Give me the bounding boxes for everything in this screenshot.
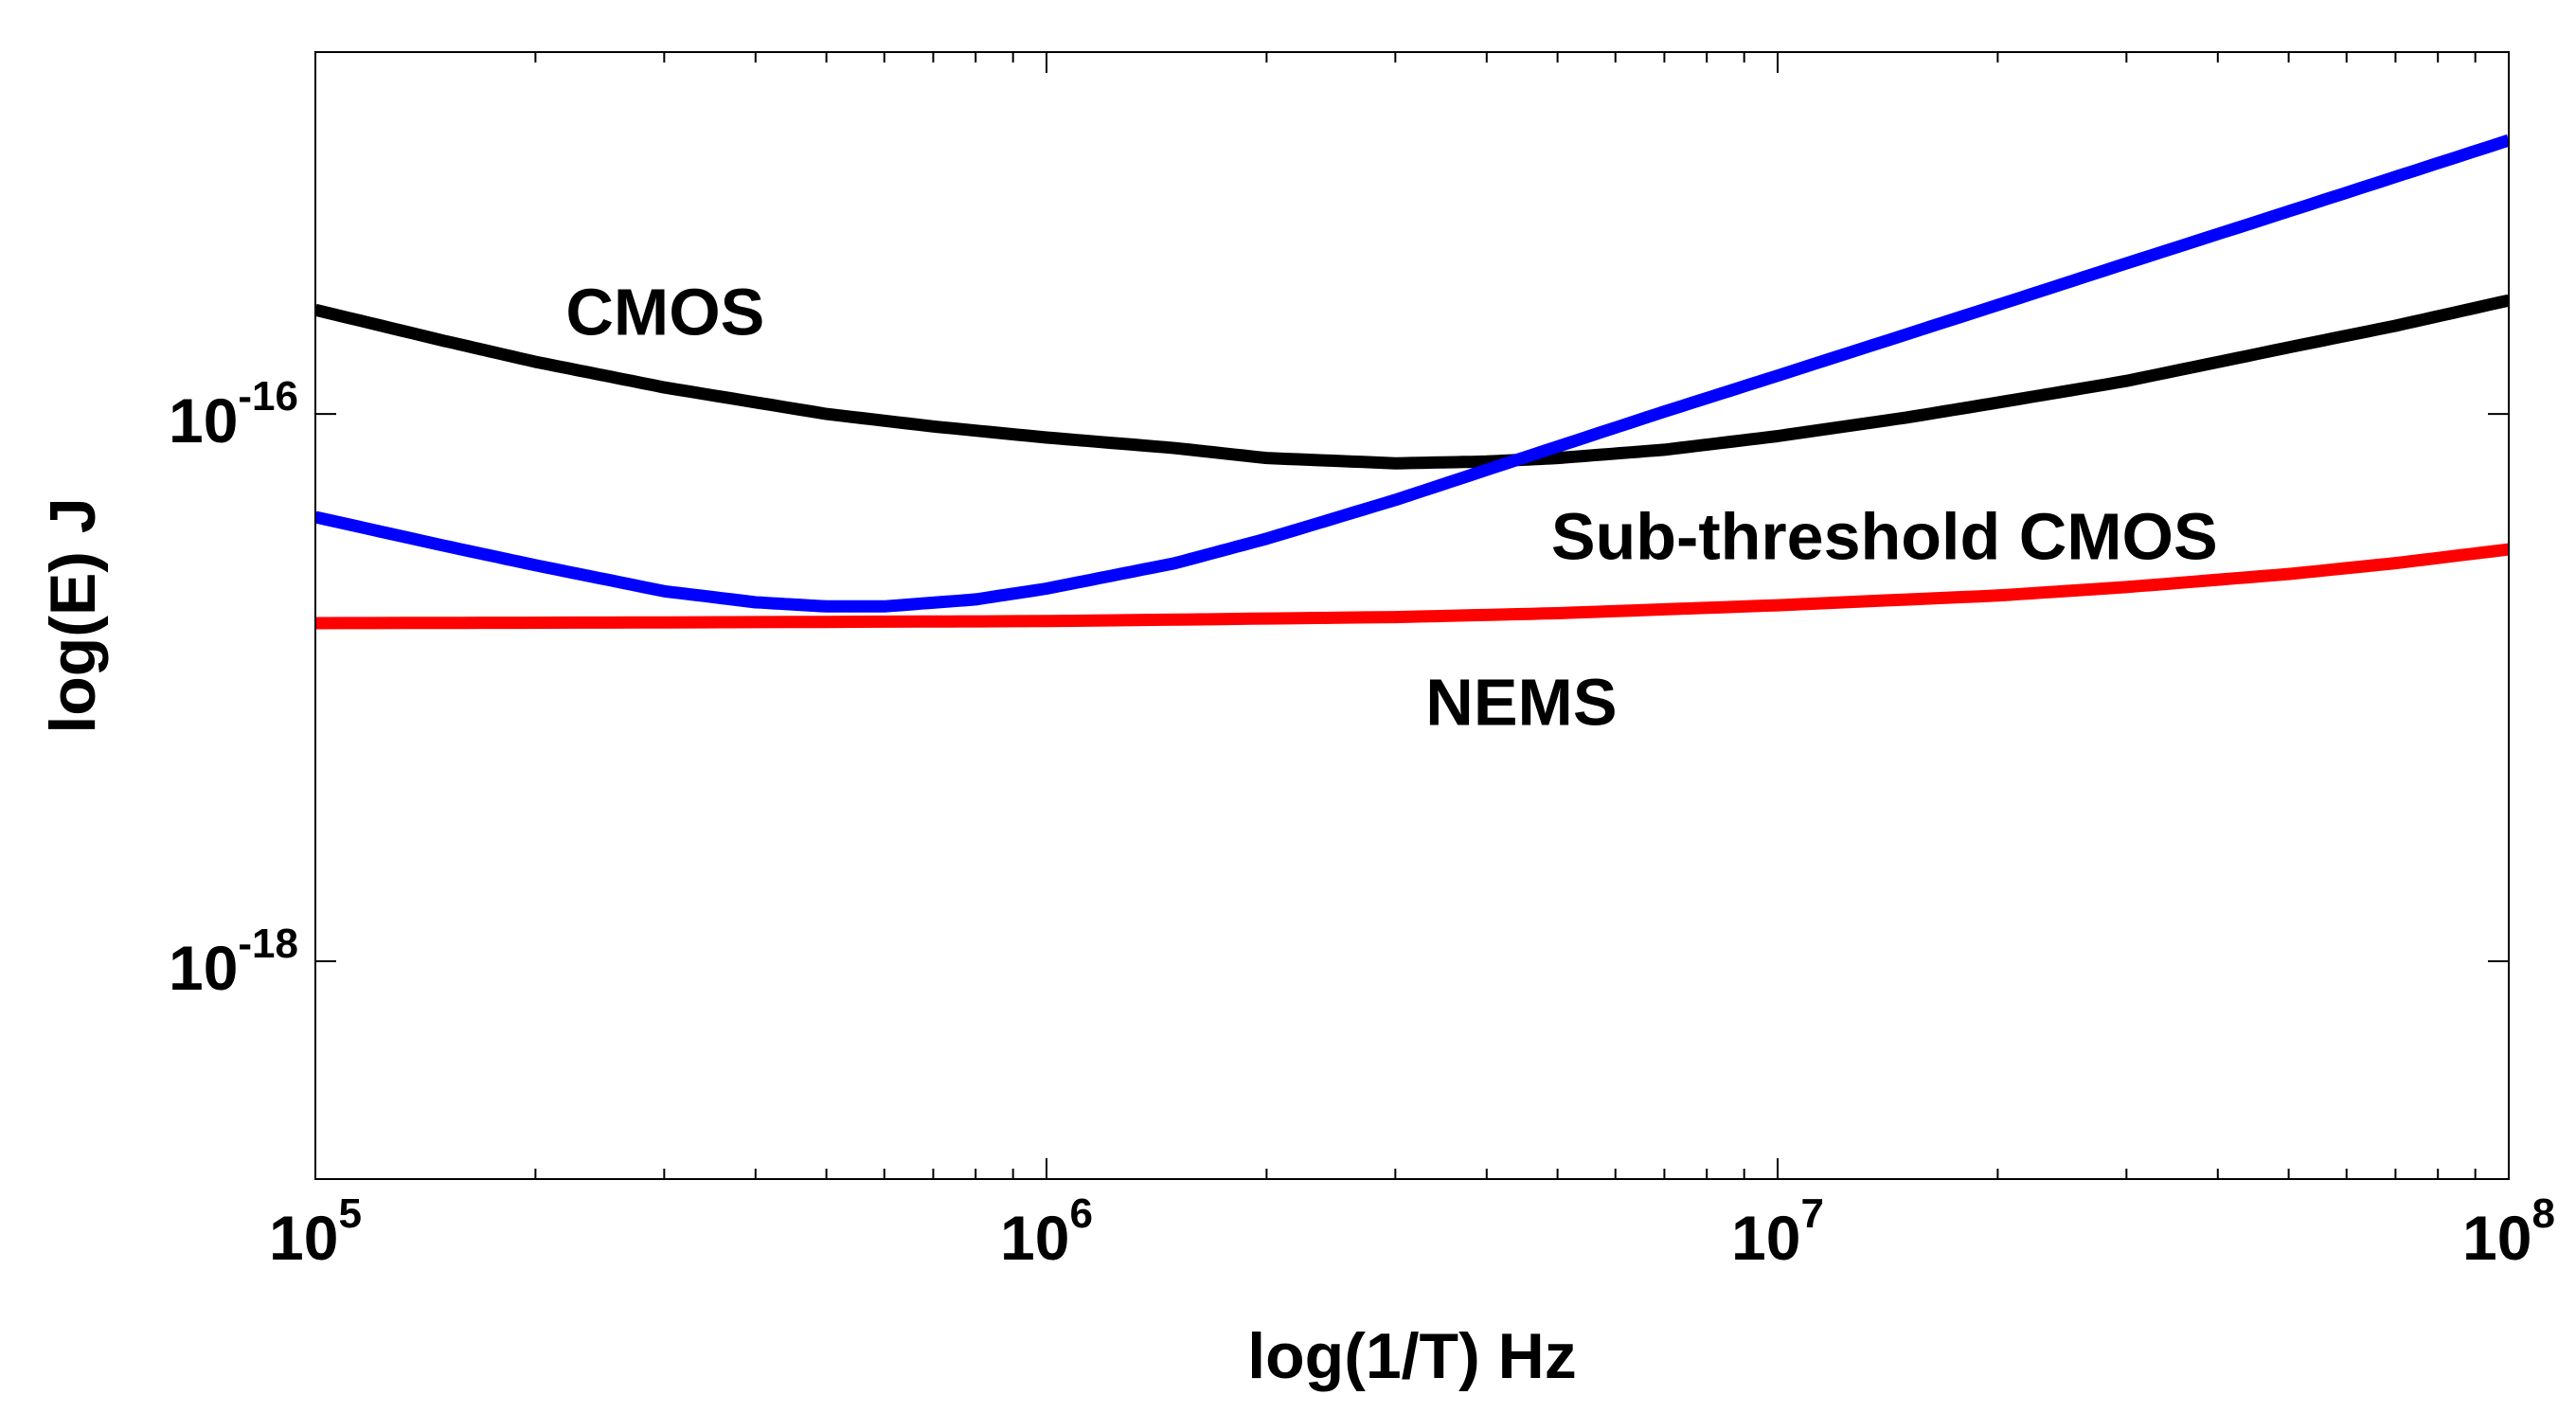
x-axis-title: log(1/T) Hz [1247, 1320, 1577, 1392]
y-axis-title: log(E) J [37, 497, 109, 733]
series-line-cmos [315, 294, 2509, 470]
annotation-sub-threshold-cmos: Sub-threshold CMOS [1551, 499, 2218, 573]
plot-frame [314, 51, 2510, 1180]
tick-layer [314, 52, 2510, 1179]
x-tick-label: 107 [1731, 1190, 1824, 1273]
x-tick-label: 105 [269, 1190, 362, 1273]
y-tick-label: 10-16 [169, 373, 298, 456]
series-layer [315, 134, 2509, 630]
annotation-layer: CMOS Sub-threshold CMOS NEMS [565, 275, 2217, 739]
series-line-nems [315, 543, 2509, 630]
label-layer: log(1/T) Hz log(E) J 105 106 107 108 10-16 10… [37, 373, 2555, 1392]
x-tick-label: 106 [1000, 1190, 1093, 1273]
annotation-cmos: CMOS [565, 275, 764, 349]
x-tick-label: 108 [2462, 1190, 2555, 1273]
y-tick-label: 10-18 [169, 921, 298, 1003]
series-line-sub-threshold-cmos [315, 134, 2509, 613]
annotation-nems: NEMS [1425, 666, 1617, 740]
